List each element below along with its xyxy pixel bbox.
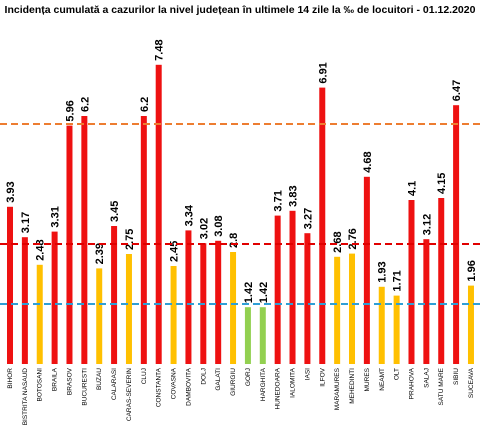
x-tick-label: GORJ [245, 368, 252, 386]
x-tick-label: ILFOV [319, 367, 326, 386]
x-tick-label: HARGHITA [260, 367, 267, 401]
value-label: 4.1 [406, 181, 418, 196]
value-label: 4.15 [436, 173, 448, 194]
bar [423, 239, 430, 364]
value-label: 5.96 [64, 100, 76, 121]
value-label: 6.91 [317, 62, 329, 83]
x-tick-label: CALARASI [111, 368, 118, 400]
value-label: 1.93 [377, 261, 389, 282]
bar [140, 116, 147, 364]
x-tick-label: IASI [304, 368, 311, 380]
bar [111, 226, 118, 364]
x-tick-label: SIBIU [453, 368, 460, 385]
value-label: 3.27 [302, 208, 314, 229]
x-tick-label: MEHEDINTI [349, 368, 356, 404]
bar [438, 198, 445, 364]
bar [378, 286, 385, 364]
value-label: 3.45 [109, 201, 121, 222]
bar [319, 87, 326, 364]
value-label: 2.48 [35, 239, 47, 260]
bar [7, 206, 13, 364]
value-label: 6.2 [139, 97, 151, 112]
bar [244, 307, 251, 364]
x-tick-label: CLUJ [141, 368, 148, 384]
value-label: 3.02 [198, 218, 210, 239]
x-tick-label: MARAMURES [334, 367, 341, 410]
bar [155, 64, 162, 365]
value-label: 3.12 [421, 214, 433, 235]
x-tick-label: PRAHOVA [408, 367, 415, 399]
value-label: 4.68 [362, 151, 374, 172]
bar [215, 240, 222, 364]
value-label: 2.75 [124, 229, 136, 250]
bar [289, 210, 296, 364]
bar [259, 307, 266, 364]
x-tick-label: COVASNA [171, 367, 178, 399]
x-tick-label: BUZAU [96, 368, 103, 390]
x-tick-label: DOLJ [200, 368, 207, 385]
value-label: 3.31 [50, 206, 62, 227]
value-label: 7.48 [154, 39, 166, 60]
bar [21, 237, 28, 364]
x-tick-label: SALAJ [423, 368, 430, 388]
bar [230, 252, 237, 364]
value-label: 2.8 [228, 233, 240, 248]
bar [36, 264, 43, 364]
x-tick-label: GALATI [215, 368, 222, 391]
value-label: 3.71 [273, 190, 285, 211]
bar [96, 268, 103, 364]
x-tick-label: BUCURESTI [81, 368, 88, 406]
bar [467, 285, 474, 364]
value-label: 1.42 [243, 282, 255, 303]
x-tick-label: BRASOV [66, 367, 73, 395]
chart-title: Incidența cumulată a cazurilor la nivel … [5, 4, 476, 16]
value-label: 3.08 [213, 215, 225, 236]
value-label: 6.47 [451, 80, 463, 101]
value-label: 2.68 [332, 231, 344, 252]
value-label: 2.39 [94, 243, 106, 264]
bar [125, 254, 132, 364]
x-tick-label: NEAMT [379, 368, 386, 391]
x-tick-label: OLT [394, 368, 401, 380]
value-label: 2.76 [347, 228, 359, 249]
value-label: 3.34 [183, 204, 195, 226]
x-tick-label: CARAS-SEVERIN [126, 368, 133, 421]
bar [170, 266, 177, 364]
bar [185, 230, 192, 364]
bar [408, 200, 415, 364]
value-label: 1.71 [392, 270, 404, 291]
x-tick-label: GIURGIU [230, 368, 237, 396]
bar [334, 256, 341, 364]
x-tick-label: HUNEDOARA [275, 367, 282, 409]
bar [363, 176, 370, 364]
x-tick-label: BRAILA [52, 367, 59, 391]
value-label: 1.96 [466, 260, 478, 281]
value-label: 3.93 [5, 181, 17, 202]
value-label: 3.83 [288, 185, 300, 206]
x-tick-label: IALOMITA [290, 367, 297, 398]
x-tick-label: SATU MARE [438, 367, 445, 405]
x-tick-label: BIHOR [7, 368, 14, 389]
x-tick-label: BISTRITA NASAUD [22, 368, 29, 426]
bar [274, 215, 281, 364]
x-tick-label: MURES [364, 367, 371, 391]
x-tick-label: SUCEAVA [468, 367, 475, 398]
bar [304, 233, 311, 364]
bar [393, 295, 400, 364]
value-label: 2.45 [169, 241, 181, 262]
value-label: 3.17 [20, 212, 32, 233]
x-tick-label: CONSTANTA [156, 367, 163, 407]
x-tick-label: DAMBOVITA [185, 367, 192, 405]
bar [81, 116, 88, 364]
bar [453, 105, 460, 364]
value-label: 1.42 [258, 282, 270, 303]
bar [51, 231, 58, 364]
value-label: 6.2 [79, 97, 91, 112]
x-tick-label: BOTOSANI [37, 368, 44, 402]
bar [349, 253, 356, 364]
